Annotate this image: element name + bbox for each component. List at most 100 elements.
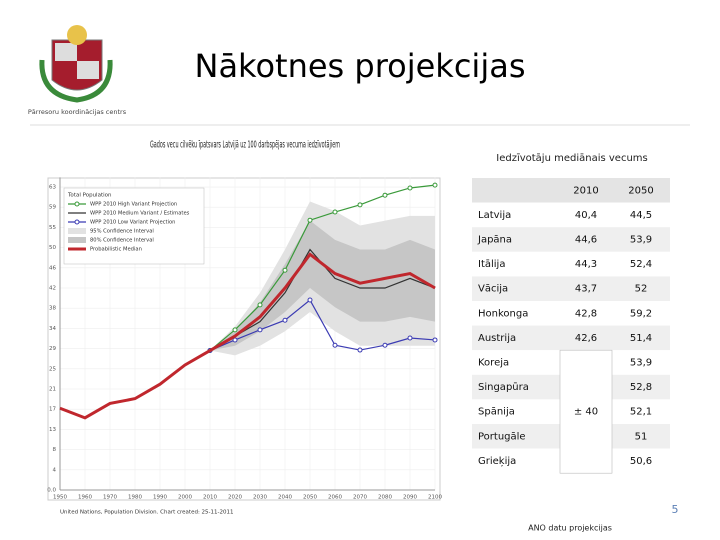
x-tick-label: 2010 bbox=[203, 495, 217, 501]
legend-label: 80% Confidence Interval bbox=[90, 238, 154, 244]
row-name: Japāna bbox=[477, 235, 512, 246]
y-tick-label: 46 bbox=[49, 265, 56, 271]
y-tick-label: 17 bbox=[49, 407, 56, 413]
row-name: Portugāle bbox=[478, 431, 526, 442]
y-tick-label: 38 bbox=[49, 306, 56, 312]
x-tick-label: 2050 bbox=[303, 495, 317, 501]
series-marker bbox=[332, 209, 338, 215]
row-name: Vācija bbox=[478, 284, 508, 295]
series-marker bbox=[282, 267, 288, 273]
series-marker bbox=[232, 327, 238, 333]
row-name: Grieķija bbox=[478, 456, 516, 467]
series-marker bbox=[357, 202, 363, 208]
series-marker bbox=[357, 347, 363, 353]
legend-label: WPP 2010 High Variant Projection bbox=[90, 202, 177, 208]
x-tick-label: 2100 bbox=[428, 495, 442, 501]
legend-label: 95% Confidence Interval bbox=[90, 229, 154, 235]
series-marker bbox=[432, 182, 438, 188]
table-title: Iedzīvotāju mediānais vecums bbox=[496, 153, 648, 164]
legend-swatch bbox=[68, 237, 86, 243]
cell: 52,1 bbox=[630, 407, 652, 418]
cell: 53,9 bbox=[630, 235, 652, 246]
x-tick-label: 2030 bbox=[253, 495, 267, 501]
table-row bbox=[472, 227, 670, 252]
column-header: 2050 bbox=[628, 185, 653, 196]
x-tick-label: 1980 bbox=[128, 495, 142, 501]
x-tick-label: 2020 bbox=[228, 495, 242, 501]
cell: 51 bbox=[635, 431, 648, 442]
logo-quarter bbox=[55, 43, 77, 61]
series-marker bbox=[432, 337, 438, 343]
logo-text: Pārresoru koordinācijas centrs bbox=[28, 108, 127, 116]
row-name: Spānija bbox=[478, 407, 515, 418]
y-tick-label: 8 bbox=[53, 447, 57, 453]
column-header: 2010 bbox=[573, 185, 598, 196]
legend: Total Population WPP 2010 High Variant Pr… bbox=[63, 187, 205, 265]
cell: 43,7 bbox=[575, 284, 597, 295]
x-tick-label: 2090 bbox=[403, 495, 417, 501]
cell: 52,4 bbox=[630, 259, 652, 270]
y-tick-label: 0.0 bbox=[47, 488, 56, 494]
cell: 42,6 bbox=[575, 333, 597, 344]
logo: Pārresoru koordinācijas centrs bbox=[28, 25, 127, 116]
table-row bbox=[472, 251, 670, 277]
table: 2010 2050 Latvija 40,4 44,5 Japāna 44,6 53,9 Itā… bbox=[472, 178, 670, 474]
cell: 52 bbox=[635, 284, 648, 295]
chart: 0.0 4 8 13 17 21 25 29 34 38 42 46 50 55 59 63 1950 1960 1… bbox=[47, 177, 442, 501]
y-tick-label: 63 bbox=[49, 185, 56, 191]
x-tick-label: 1960 bbox=[78, 495, 92, 501]
cell: 50,6 bbox=[630, 456, 652, 467]
series-marker bbox=[307, 217, 313, 223]
legend-label: WPP 2010 Low Variant Projection bbox=[90, 220, 175, 226]
merged-cell bbox=[559, 349, 613, 474]
y-tick-label: 4 bbox=[53, 467, 57, 473]
x-tick-label: 1950 bbox=[53, 495, 67, 501]
chart-frame bbox=[47, 177, 441, 501]
cell: 44,5 bbox=[630, 210, 652, 221]
row-name: Singapūra bbox=[478, 382, 529, 393]
cell: 59,2 bbox=[630, 308, 652, 319]
series-marker bbox=[257, 302, 263, 308]
series-line bbox=[209, 299, 436, 352]
y-tick-label: 55 bbox=[49, 225, 56, 231]
series-marker bbox=[382, 342, 388, 348]
x-tick-label: 1970 bbox=[103, 495, 117, 501]
chart-source: United Nations, Population Division. Cha… bbox=[60, 510, 234, 516]
x-tick-label: 2070 bbox=[353, 495, 367, 501]
confidence-band bbox=[210, 220, 435, 351]
y-tick-label: 21 bbox=[49, 387, 56, 393]
x-tick-label: 2080 bbox=[378, 495, 392, 501]
page-number: 5 bbox=[672, 503, 679, 516]
series-marker bbox=[382, 192, 388, 198]
legend-label: WPP 2010 Medium Variant / Estimates bbox=[90, 211, 190, 217]
table-row bbox=[472, 276, 670, 301]
logo-sun bbox=[67, 25, 87, 45]
y-tick-label: 13 bbox=[49, 427, 56, 433]
y-tick-label: 59 bbox=[49, 205, 56, 211]
cell: 42,8 bbox=[575, 308, 597, 319]
legend-marker bbox=[74, 219, 80, 225]
logo-branches bbox=[39, 59, 113, 103]
cell: 44,3 bbox=[575, 259, 597, 270]
row-name: Austrija bbox=[478, 333, 516, 344]
x-tick-label: 2060 bbox=[328, 495, 342, 501]
merged-cell-text: ± 40 bbox=[574, 407, 598, 418]
footer-source: ANO datu projekcijas bbox=[528, 524, 612, 533]
y-tick-label: 34 bbox=[49, 326, 56, 332]
x-tick-label: 2000 bbox=[178, 495, 192, 501]
series-marker bbox=[282, 317, 288, 323]
cell: 52,8 bbox=[630, 382, 652, 393]
row-name: Itālija bbox=[478, 259, 505, 270]
chart-title-line: Gados vecu cilvēku īpatsvars Latvijā uz … bbox=[150, 140, 340, 151]
cell: 53,9 bbox=[630, 358, 652, 369]
cell: 51,4 bbox=[630, 333, 652, 344]
legend-label: Probabilistic Median bbox=[90, 247, 142, 253]
series-line bbox=[209, 184, 436, 351]
x-tick-label: 1990 bbox=[153, 495, 167, 501]
legend-title: Total Population bbox=[67, 193, 112, 199]
series-line bbox=[59, 252, 436, 420]
series-marker bbox=[407, 335, 413, 341]
row-name: Koreja bbox=[478, 358, 509, 369]
series-marker bbox=[232, 337, 238, 343]
